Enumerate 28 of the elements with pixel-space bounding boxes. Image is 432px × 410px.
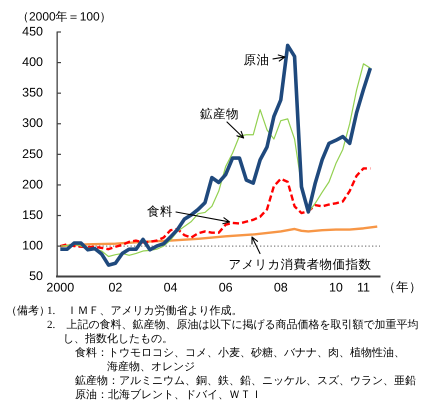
series-label: アメリカ消費者物価指数	[228, 257, 372, 272]
series-label: 原油	[244, 52, 270, 67]
x-tick-label: 06	[218, 280, 233, 295]
text: 2. 上記の食料、鉱産物、原油は以下に掲げる商品価格を取引額で加重平均し、指数化したもの。	[47, 318, 420, 346]
x-tick-label: 2000	[46, 280, 74, 295]
x-tick-label: 10	[328, 280, 343, 295]
text: 食料：トウモロコシ、コメ、小麦、砂糖、バナナ、肉、植物性油、海産物、オレンジ	[75, 346, 406, 374]
x-tick-label: 11	[356, 280, 370, 295]
series-label: 鉱産物	[200, 106, 240, 122]
y-tick-label: 150	[22, 208, 44, 222]
x-tick-label: 02	[108, 280, 122, 295]
y-axis-title: （2000年＝100）	[17, 9, 112, 24]
y-tick-label: 400	[22, 55, 44, 70]
x-tick-label: 04	[164, 280, 178, 295]
y-tick-label: 450	[22, 24, 44, 38]
x-tick-label: 08	[274, 280, 288, 295]
text: 原油：北海ブレント、ドバイ、ＷＴＩ	[75, 388, 263, 402]
series-label: 食料	[146, 204, 173, 218]
y-tick-label: 200	[22, 177, 44, 192]
y-tick-label: 250	[22, 146, 44, 161]
text: 1. ＩＭＦ、アメリカ労働省より作成。	[47, 304, 244, 318]
text: 鉱産物：アルミニウム、銅、鉄、鉛、ニッケル、スズ、ウラン、亜鉛	[75, 374, 417, 388]
y-tick-label: 350	[22, 86, 44, 100]
x-axis-title: （年）	[383, 280, 422, 294]
y-tick-label: 50	[29, 269, 44, 284]
y-tick-label: 100	[22, 238, 44, 253]
line-series	[59, 167, 372, 250]
y-tick-label: 300	[22, 116, 44, 130]
